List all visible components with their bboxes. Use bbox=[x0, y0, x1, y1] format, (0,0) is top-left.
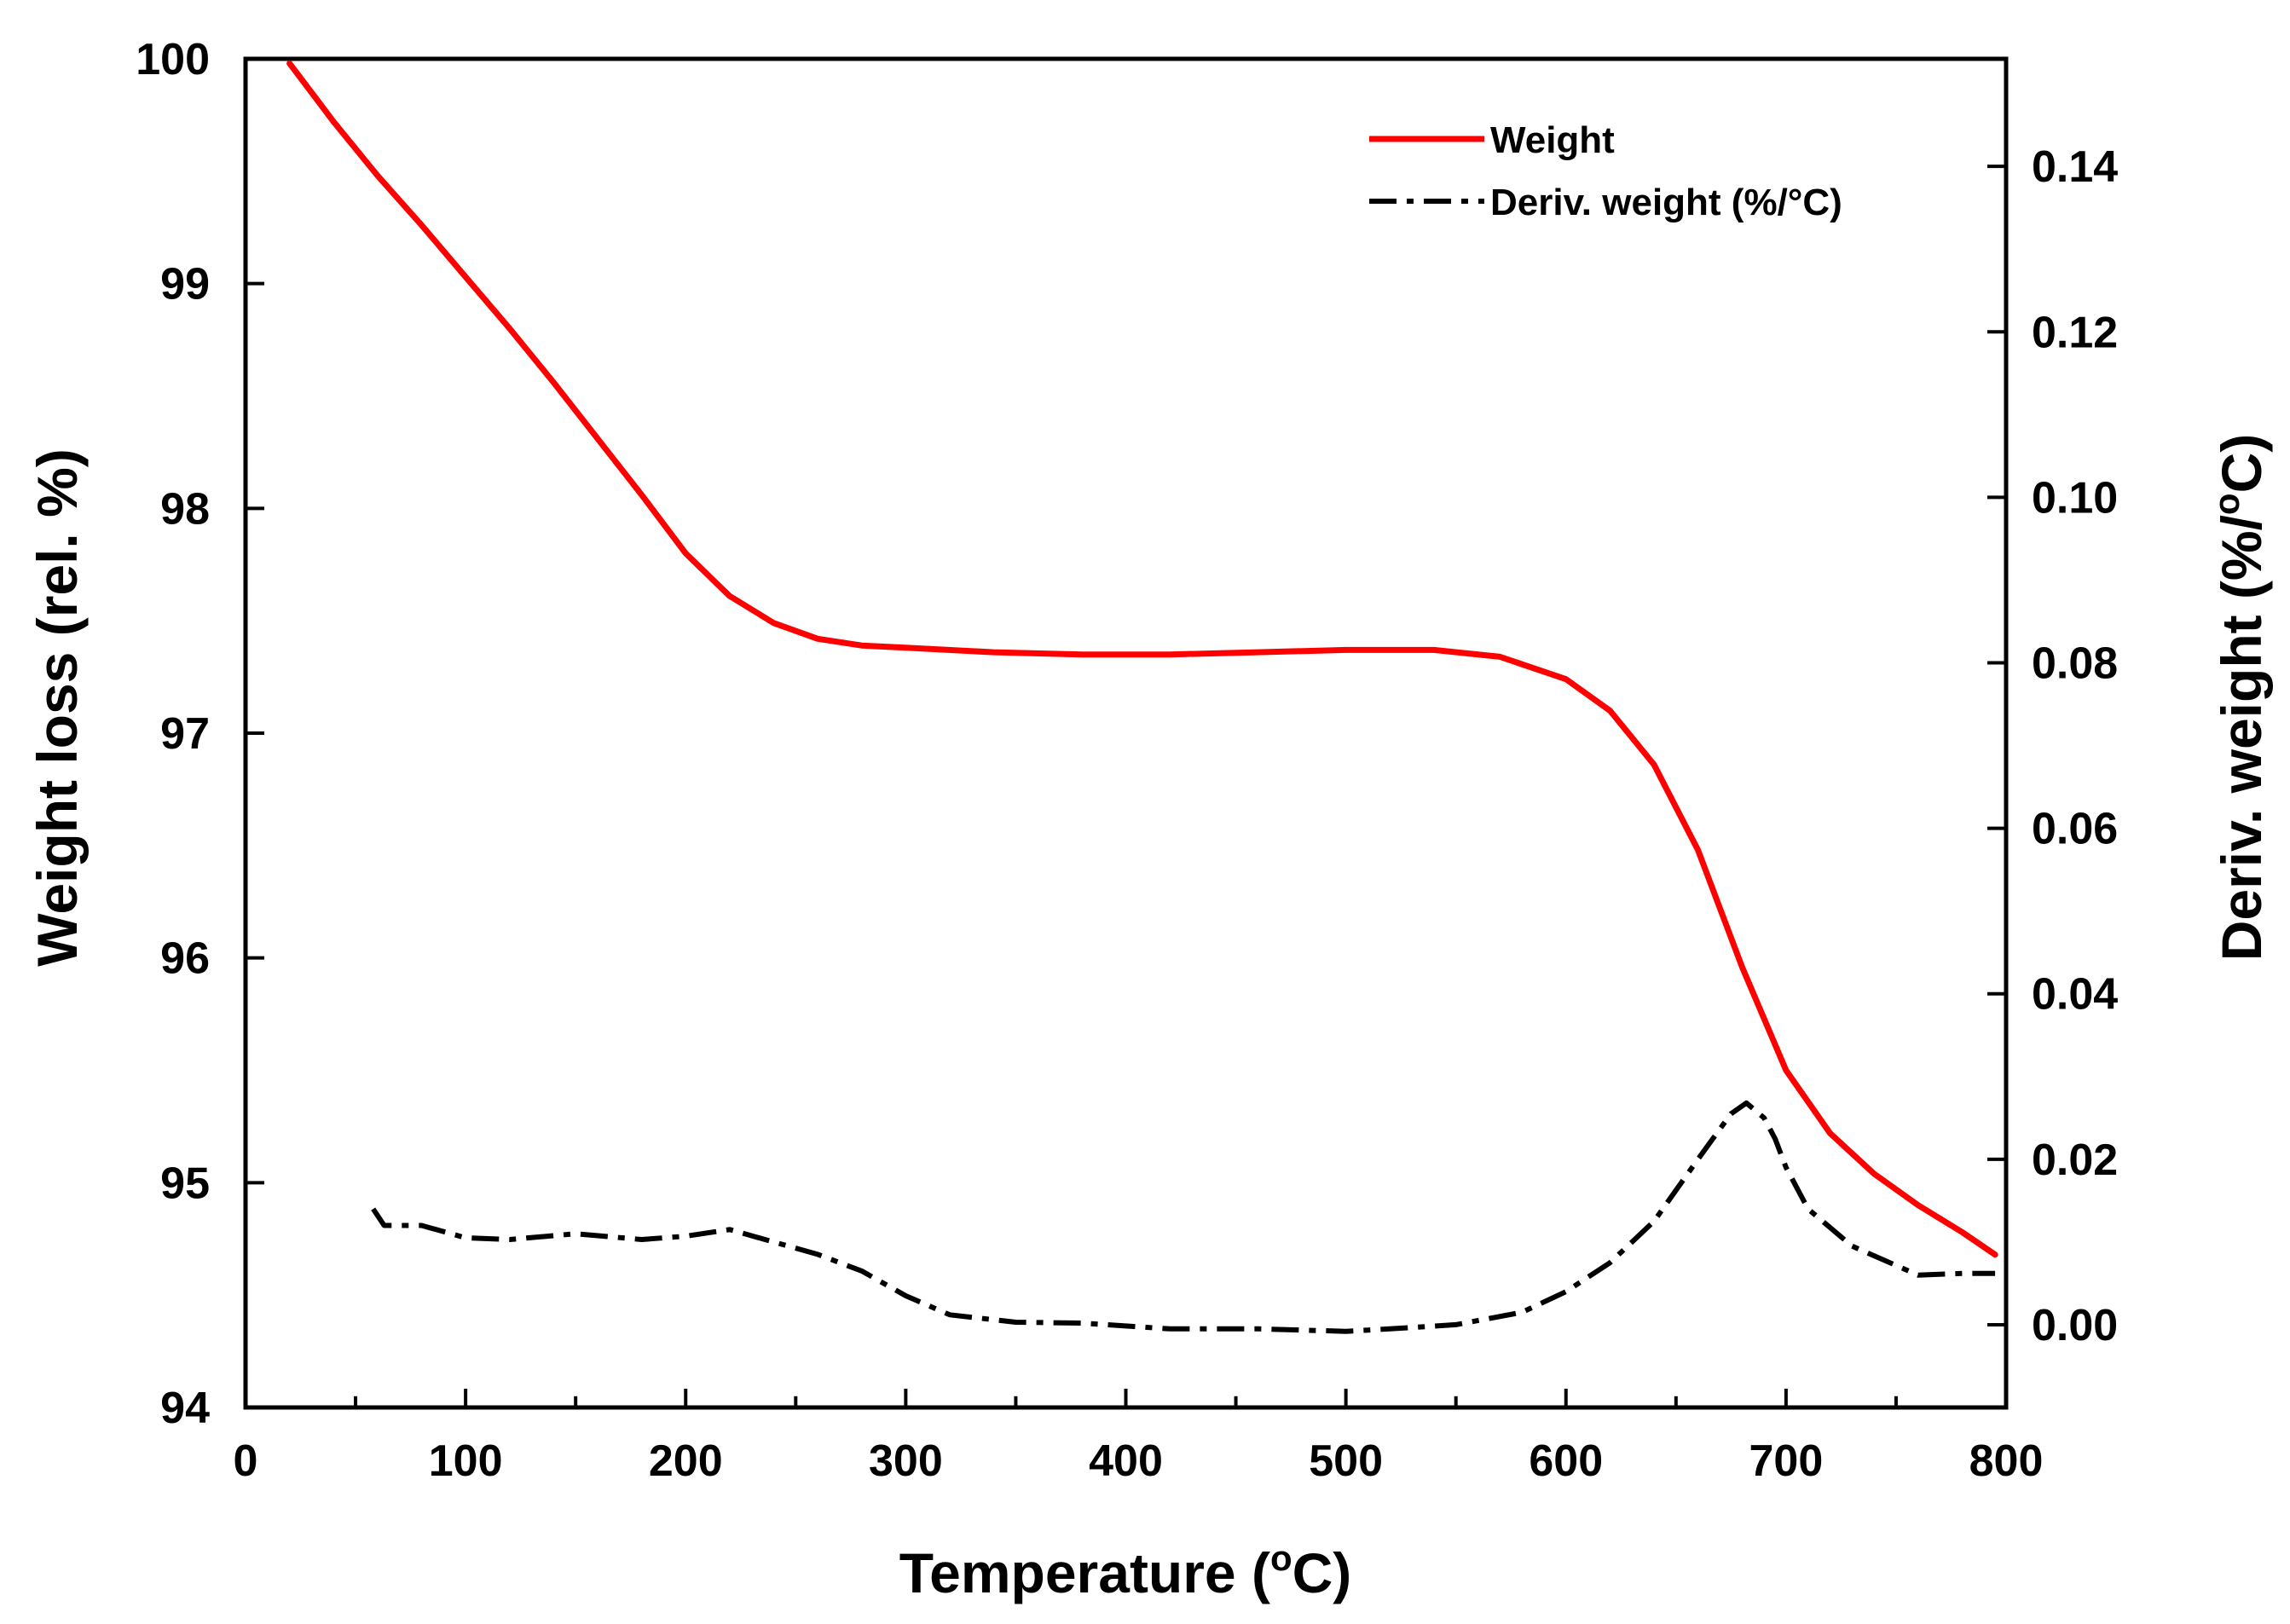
x-tick-label: 400 bbox=[1089, 1436, 1163, 1486]
y-right-tick-label: 0.06 bbox=[2032, 805, 2118, 854]
series-layer bbox=[286, 60, 1998, 1334]
x-tick-label: 200 bbox=[649, 1436, 723, 1486]
series-line-weight bbox=[286, 60, 1998, 1258]
y-left-tick-label: 97 bbox=[160, 709, 210, 759]
legend-label-deriv: Deriv. weight (%/°C) bbox=[1490, 182, 1842, 223]
y-right-tick-label: 0.00 bbox=[2032, 1301, 2118, 1350]
x-tick-label: 800 bbox=[1969, 1436, 2044, 1486]
x-tick-label: 500 bbox=[1309, 1436, 1383, 1486]
x-tick-label: 300 bbox=[869, 1436, 943, 1486]
y-right-tick-label: 0.12 bbox=[2032, 308, 2118, 357]
y-left-tick-label: 99 bbox=[160, 260, 210, 309]
x-axis-title: Temperature (oC) bbox=[899, 1538, 1352, 1604]
y-axis-right-title: Deriv. weight (%/oC) bbox=[2206, 434, 2273, 962]
y-left-tick-label: 95 bbox=[160, 1159, 210, 1208]
y-left-tick-label: 100 bbox=[136, 35, 210, 84]
series-line-deriv-weight bbox=[371, 1100, 1996, 1334]
y-right-tick-label: 0.04 bbox=[2032, 970, 2118, 1020]
x-tick-label: 0 bbox=[234, 1436, 258, 1486]
axis-ticks: 0 100 200 300 400 500 600 700 800 94 95 96 97 98 99 100… bbox=[136, 35, 2118, 1486]
x-tick-label: 600 bbox=[1529, 1436, 1603, 1486]
x-tick-label: 100 bbox=[429, 1436, 503, 1486]
y-right-tick-label: 0.02 bbox=[2032, 1136, 2118, 1185]
x-tick-label: 700 bbox=[1749, 1436, 1823, 1486]
y-right-tick-label: 0.10 bbox=[2032, 473, 2118, 523]
y-right-tick-label: 0.14 bbox=[2032, 142, 2118, 192]
y-left-tick-label: 94 bbox=[160, 1384, 210, 1433]
y-axis-left-title: Weight loss (rel. %) bbox=[26, 448, 89, 967]
y-left-tick-label: 96 bbox=[160, 934, 210, 984]
y-right-tick-label: 0.08 bbox=[2032, 639, 2118, 689]
legend: Weight Deriv. weight (%/°C) bbox=[1369, 119, 1842, 223]
y-left-tick-label: 98 bbox=[160, 484, 210, 534]
plot-frame bbox=[243, 56, 2009, 1410]
legend-label-weight: Weight bbox=[1490, 119, 1615, 161]
